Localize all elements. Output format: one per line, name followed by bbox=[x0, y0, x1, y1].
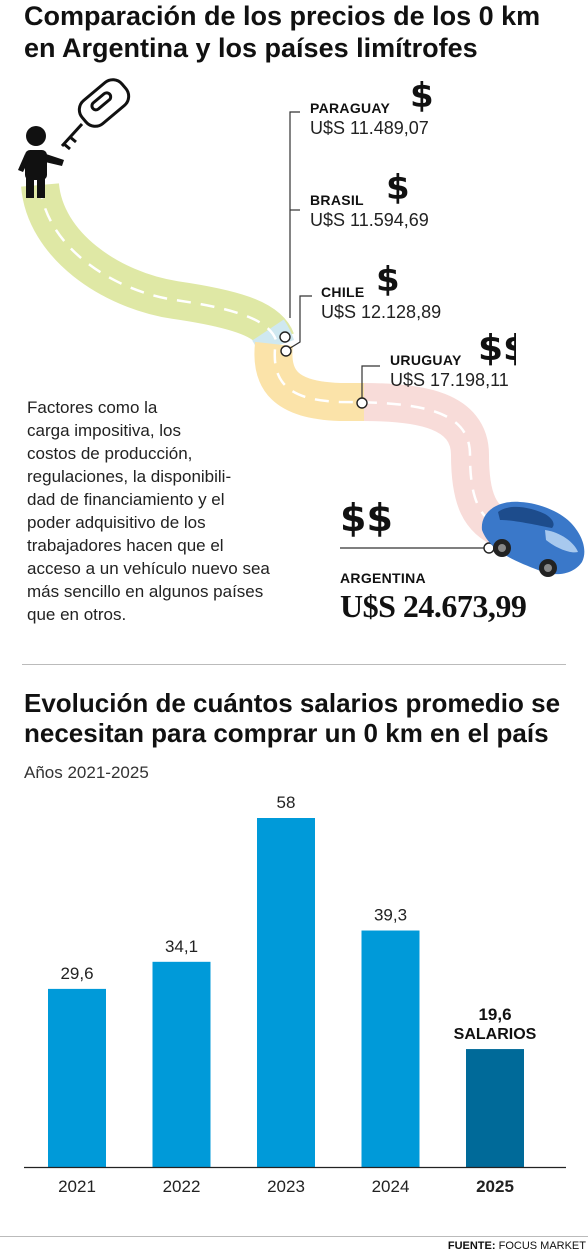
description-line: carga impositiva, los bbox=[27, 421, 182, 440]
country-name: URUGUAY bbox=[390, 352, 462, 368]
chart-title: Evolución de cuántos salarios promedio s… bbox=[24, 688, 584, 748]
dollar-icon-brasil: $ bbox=[386, 168, 410, 208]
dollar-icon-uruguay: $$ bbox=[478, 328, 516, 369]
description-line: acceso a un vehículo nuevo sea bbox=[27, 559, 270, 578]
category-label: 2021 bbox=[58, 1177, 96, 1196]
road-illustration bbox=[18, 78, 585, 577]
source-text: FOCUS MARKET bbox=[498, 1240, 586, 1252]
category-label: 2022 bbox=[163, 1177, 201, 1196]
bar-value-label: 34,1 bbox=[165, 937, 198, 956]
person-icon bbox=[18, 126, 64, 198]
bar-value-label: 19,6 bbox=[478, 1005, 511, 1024]
country-brasil: BRASIL U$S 11.594,69 bbox=[310, 192, 429, 231]
bar-value-label: 29,6 bbox=[60, 964, 93, 983]
key-icon bbox=[60, 78, 131, 151]
country-price: U$S 11.489,07 bbox=[310, 118, 429, 138]
footer-divider bbox=[0, 1236, 588, 1237]
description-line: regulaciones, la disponibili- bbox=[27, 467, 232, 486]
country-chile: CHILE U$S 12.128,89 bbox=[321, 284, 441, 323]
car-icon bbox=[481, 501, 585, 577]
description-line: costos de producción, bbox=[27, 444, 193, 463]
description-line: que en otros. bbox=[27, 605, 127, 624]
dollar-icon-argentina: $$$ bbox=[340, 496, 394, 540]
dollar-icon-chile: $ bbox=[376, 260, 400, 300]
bar-2025 bbox=[466, 1049, 524, 1167]
description-text: Factores como la carga impositiva, los cos… bbox=[27, 396, 302, 626]
bar-value-label: 39,3 bbox=[374, 906, 407, 925]
chart-title-line-1: Evolución de cuántos salarios promedio s… bbox=[24, 688, 561, 718]
bar-unit-label: SALARIOS bbox=[454, 1026, 537, 1043]
description-line: trabajadores hacen que el bbox=[27, 536, 224, 555]
price-connectors bbox=[286, 111, 488, 549]
country-price: U$S 12.128,89 bbox=[321, 302, 442, 322]
country-price-argentina: U$S 24.673,99 bbox=[340, 588, 527, 624]
chart-subtitle: Años 2021-2025 bbox=[24, 763, 149, 782]
description-line: dad de financiamiento y el bbox=[27, 490, 225, 509]
country-paraguay: PARAGUAY U$S 11.489,07 bbox=[310, 100, 429, 139]
bar-2024 bbox=[361, 930, 420, 1167]
bar-2023 bbox=[257, 818, 315, 1167]
category-label: 2025 bbox=[476, 1177, 514, 1196]
dollar-icon-paraguay: $ bbox=[410, 76, 434, 116]
section-divider bbox=[22, 664, 566, 665]
source-label: FUENTE: bbox=[447, 1240, 496, 1252]
country-uruguay: URUGUAY U$S 17.198,11 bbox=[390, 352, 518, 391]
bar-2022 bbox=[152, 961, 211, 1167]
bar-value-label: 58 bbox=[277, 793, 296, 812]
title-line-1: Comparación de los precios de los 0 km bbox=[24, 1, 541, 31]
description-line: más sencillo en algunos países bbox=[27, 582, 264, 601]
category-label: 2024 bbox=[372, 1177, 410, 1196]
country-price: U$S 17.198,11 bbox=[390, 370, 509, 390]
country-name: BRASIL bbox=[310, 192, 364, 208]
country-price: U$S 11.594,69 bbox=[310, 210, 429, 230]
source-note: FUENTE: FOCUS MARKET bbox=[448, 1240, 586, 1252]
title-line-2: en Argentina y los países limítrofes bbox=[24, 33, 478, 63]
bar-2021 bbox=[48, 988, 106, 1167]
country-name: CHILE bbox=[321, 284, 365, 300]
category-label: 2023 bbox=[267, 1177, 305, 1196]
description-line: Factores como la bbox=[27, 398, 158, 417]
page-title: Comparación de los precios de los 0 km e… bbox=[24, 0, 584, 64]
country-name-argentina: ARGENTINA bbox=[340, 570, 426, 586]
country-name: PARAGUAY bbox=[310, 100, 391, 116]
chart-title-line-2: necesitan para comprar un 0 km en el paí… bbox=[24, 718, 549, 748]
road-center-line bbox=[38, 184, 506, 532]
description-line: poder adquisitivo de los bbox=[27, 513, 206, 532]
